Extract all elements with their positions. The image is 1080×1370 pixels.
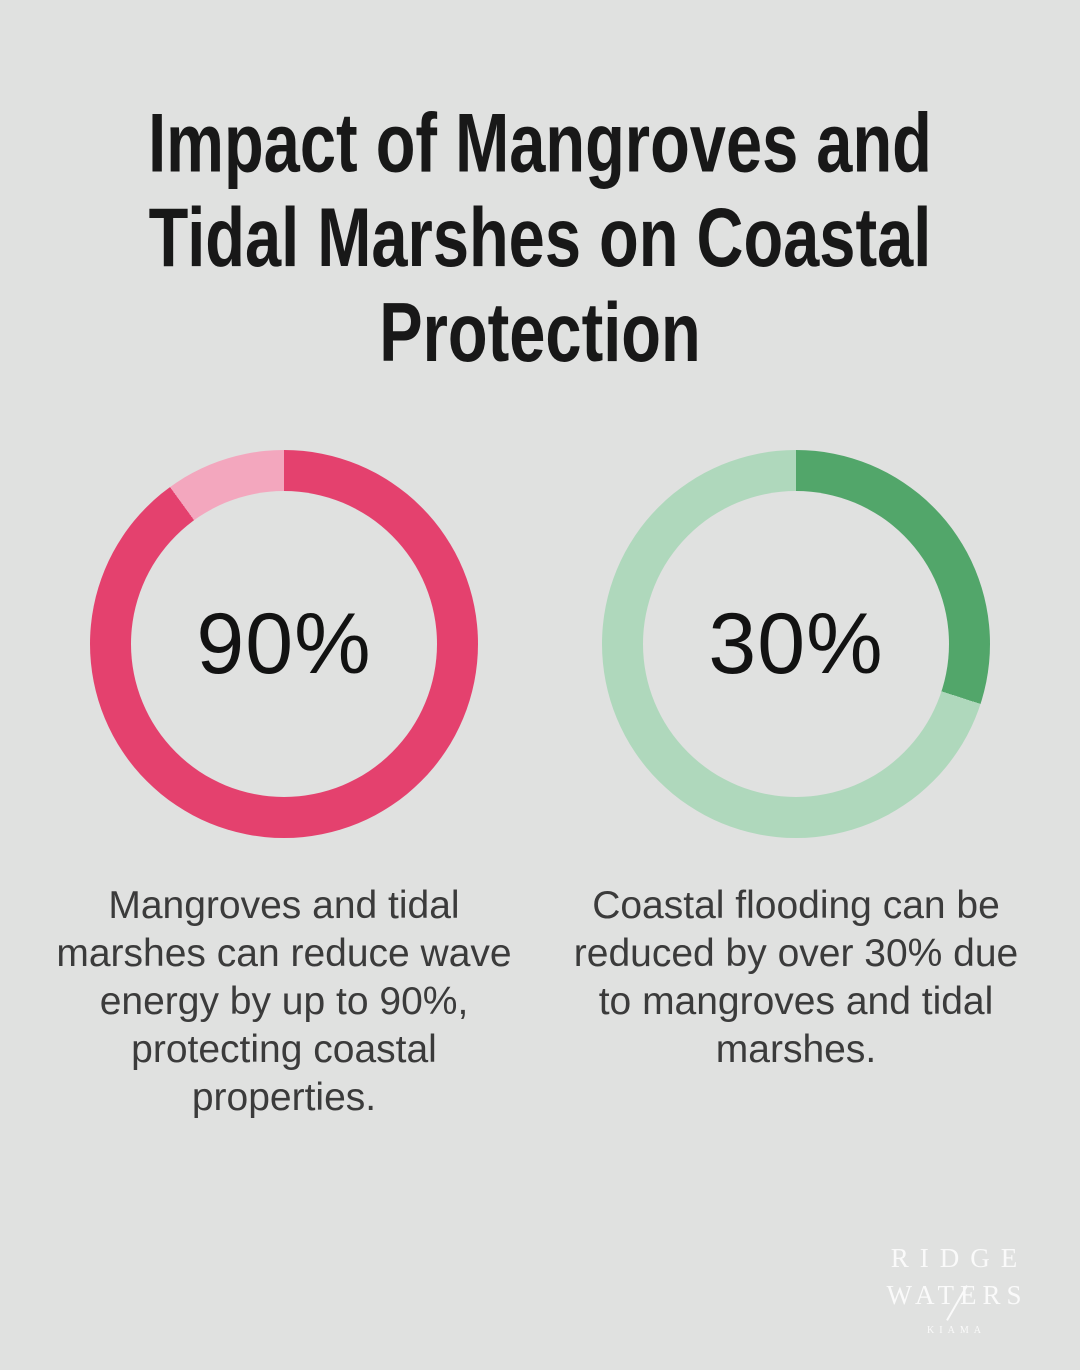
stat-caption-wave-energy: Mangroves and tidal marshes can reduce wa… bbox=[56, 884, 512, 1119]
donut-chart-wave-energy: 90% bbox=[90, 450, 478, 838]
page-title: Impact of Mangroves and Tidal Marshes on … bbox=[0, 96, 1080, 379]
stat-value-30-percent: 30% bbox=[708, 595, 884, 692]
donut-hole: 30% bbox=[643, 491, 949, 797]
donut-chart-flooding: 30% bbox=[602, 450, 990, 838]
page-title-text: Impact of Mangroves and Tidal Marshes on … bbox=[148, 96, 932, 379]
brand-logo: RIDGE WATERS KIAMA bbox=[868, 1243, 1040, 1336]
stat-column-wave-energy: 90% Mangroves and tidal marshes can reduc… bbox=[28, 450, 540, 1122]
charts-row: 90% Mangroves and tidal marshes can reduc… bbox=[28, 450, 1052, 1122]
stat-column-flooding: 30% Coastal flooding can be reduced by ov… bbox=[540, 450, 1052, 1122]
logo-word-kiama: KIAMA bbox=[927, 1325, 986, 1336]
stat-caption-flooding: Coastal flooding can be reduced by over 3… bbox=[573, 884, 1019, 1071]
logo-word-ridge: RIDGE bbox=[890, 1243, 1029, 1273]
stat-value-90-percent: 90% bbox=[196, 595, 372, 692]
donut-hole: 90% bbox=[131, 491, 437, 797]
